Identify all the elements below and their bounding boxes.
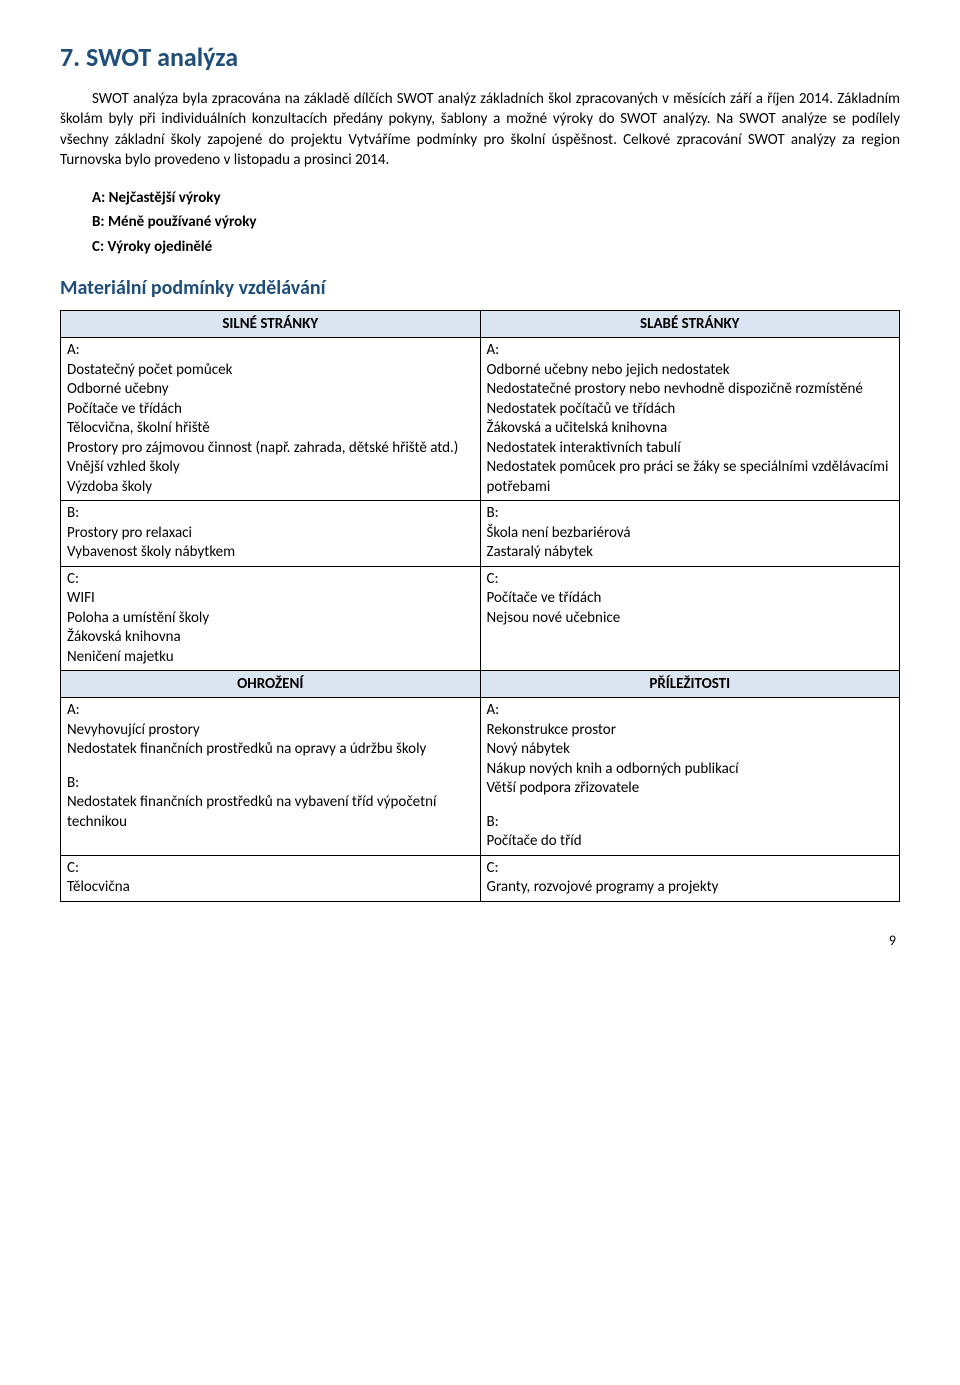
- item: Větší podpora zřizovatele: [487, 779, 894, 799]
- item: Nový nábytek: [487, 740, 894, 760]
- item: Nedostatek interaktivních tabulí: [487, 439, 894, 459]
- legend-a: A: Nejčastější výroky: [92, 188, 900, 208]
- header-strengths: SILNÉ STRÁNKY: [61, 310, 481, 337]
- cell-opportunities-c: C: Granty, rozvojové programy a projekty: [480, 855, 900, 901]
- item: Tělocvična: [67, 878, 474, 898]
- swot-table: SILNÉ STRÁNKY SLABÉ STRÁNKY A: Dostatečn…: [60, 310, 900, 902]
- item: Nedostatek finančních prostředků na opra…: [67, 740, 474, 760]
- item: Poloha a umístění školy: [67, 609, 474, 629]
- label-a: A:: [487, 341, 894, 361]
- cell-strengths-c: C: WIFI Poloha a umístění školy Žákovská…: [61, 566, 481, 671]
- cell-strengths-a: A: Dostatečný počet pomůcek Odborné učeb…: [61, 338, 481, 501]
- intro-paragraph: SWOT analýza byla zpracována na základě …: [60, 89, 900, 170]
- label-c: C:: [67, 859, 474, 879]
- cell-threats-c: C: Tělocvična: [61, 855, 481, 901]
- label-c: C:: [487, 570, 894, 590]
- item: Zastaralý nábytek: [487, 543, 894, 563]
- item: Nedostatek finančních prostředků na vyba…: [67, 793, 474, 832]
- cell-weaknesses-a: A: Odborné učebny nebo jejich nedostatek…: [480, 338, 900, 501]
- item: Žákovská knihovna: [67, 628, 474, 648]
- spacer: [487, 799, 894, 813]
- item: Nevyhovující prostory: [67, 721, 474, 741]
- spacer: [67, 760, 474, 774]
- header-opportunities: PŘÍLEŽITOSTI: [480, 671, 900, 698]
- page-title: 7. SWOT analýza: [60, 40, 900, 75]
- label-c: C:: [67, 570, 474, 590]
- page-number: 9: [60, 932, 900, 951]
- item: WIFI: [67, 589, 474, 609]
- item: Počítače do tříd: [487, 832, 894, 852]
- item: Dostatečný počet pomůcek: [67, 361, 474, 381]
- legend-block: A: Nejčastější výroky B: Méně používané …: [92, 188, 900, 257]
- item: Nejsou nové učebnice: [487, 609, 894, 629]
- item: Vybavenost školy nábytkem: [67, 543, 474, 563]
- label-c: C:: [487, 859, 894, 879]
- item: Nákup nových knih a odborných publikací: [487, 760, 894, 780]
- label-b: B:: [487, 504, 894, 524]
- cell-threats-ab: A: Nevyhovující prostory Nedostatek fina…: [61, 698, 481, 856]
- item: Nedostatečné prostory nebo nevhodně disp…: [487, 380, 894, 400]
- item: Rekonstrukce prostor: [487, 721, 894, 741]
- item: Prostory pro relaxaci: [67, 524, 474, 544]
- legend-c: C: Výroky ojedinělé: [92, 237, 900, 257]
- item: Počítače ve třídách: [67, 400, 474, 420]
- cell-strengths-b: B: Prostory pro relaxaci Vybavenost škol…: [61, 501, 481, 567]
- item: Výzdoba školy: [67, 478, 474, 498]
- item: Neničení majetku: [67, 648, 474, 668]
- label-a: A:: [67, 701, 474, 721]
- cell-weaknesses-b: B: Škola není bezbariérová Zastaralý náb…: [480, 501, 900, 567]
- legend-b: B: Méně používané výroky: [92, 212, 900, 232]
- item: Tělocvična, školní hřiště: [67, 419, 474, 439]
- item: Nedostatek počítačů ve třídách: [487, 400, 894, 420]
- header-weaknesses: SLABÉ STRÁNKY: [480, 310, 900, 337]
- header-threats: OHROŽENÍ: [61, 671, 481, 698]
- item: Vnější vzhled školy: [67, 458, 474, 478]
- item: Odborné učebny: [67, 380, 474, 400]
- label-a: A:: [67, 341, 474, 361]
- section-heading: Materiální podmínky vzdělávání: [60, 275, 900, 302]
- item: Odborné učebny nebo jejich nedostatek: [487, 361, 894, 381]
- label-b: B:: [67, 504, 474, 524]
- item: Granty, rozvojové programy a projekty: [487, 878, 894, 898]
- item: Nedostatek pomůcek pro práci se žáky se …: [487, 458, 894, 497]
- item: Počítače ve třídách: [487, 589, 894, 609]
- cell-opportunities-ab: A: Rekonstrukce prostor Nový nábytek Nák…: [480, 698, 900, 856]
- label-a: A:: [487, 701, 894, 721]
- item: Žákovská a učitelská knihovna: [487, 419, 894, 439]
- label-b: B:: [67, 774, 474, 794]
- item: Prostory pro zájmovou činnost (např. zah…: [67, 439, 474, 459]
- label-b: B:: [487, 813, 894, 833]
- cell-weaknesses-c: C: Počítače ve třídách Nejsou nové učebn…: [480, 566, 900, 671]
- item: Škola není bezbariérová: [487, 524, 894, 544]
